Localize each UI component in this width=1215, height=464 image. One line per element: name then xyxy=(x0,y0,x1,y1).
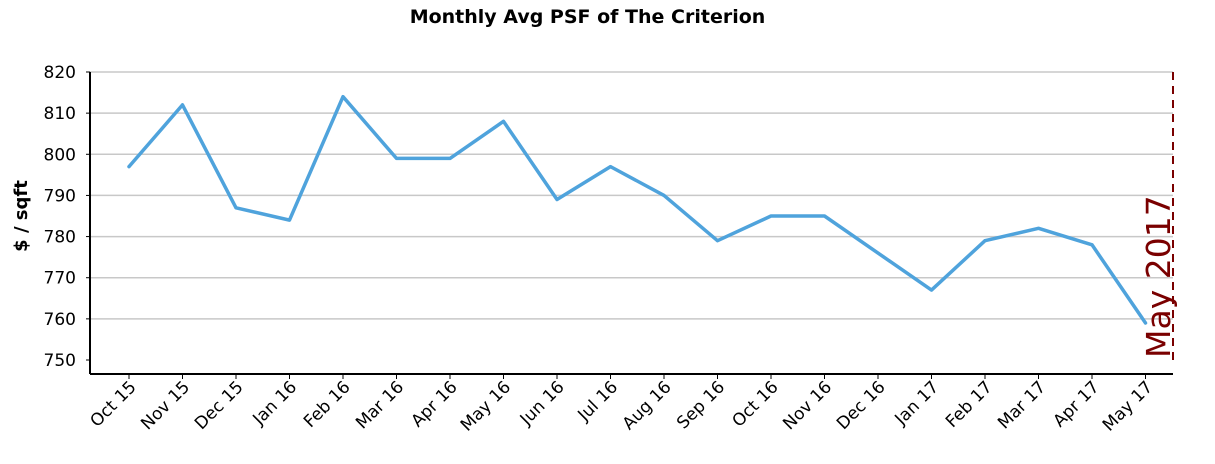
data-point xyxy=(1144,321,1147,325)
x-tick-label: Nov 16 xyxy=(779,377,836,434)
y-tick-label: 800 xyxy=(44,145,76,165)
data-point xyxy=(1037,226,1040,230)
data-point xyxy=(127,165,131,169)
x-tick-label: Jun 16 xyxy=(516,377,569,430)
x-tick-label: Feb 17 xyxy=(942,377,997,432)
gridlines xyxy=(90,71,1173,320)
data-point xyxy=(609,165,612,169)
y-tick-label: 780 xyxy=(44,228,76,248)
series xyxy=(127,94,1148,325)
x-tick-label: May 17 xyxy=(1099,377,1157,435)
data-point xyxy=(555,198,559,202)
chart-title: Monthly Avg PSF of The Criterion xyxy=(409,6,766,28)
x-tick-label: Jan 16 xyxy=(249,377,302,430)
y-tick-label: 750 xyxy=(44,351,76,371)
data-point xyxy=(502,119,505,123)
x-tick-label: Jul 16 xyxy=(574,377,622,425)
x-tick-label: Jan 17 xyxy=(891,377,944,430)
annotations: May 2017 xyxy=(1139,72,1178,360)
x-tick-label: Dec 15 xyxy=(191,377,248,434)
y-tick-label: 770 xyxy=(44,269,76,289)
data-point xyxy=(930,288,933,292)
x-tick-label: Sep 16 xyxy=(673,377,729,433)
y-tick-label: 810 xyxy=(44,104,76,124)
x-tick-label: Feb 16 xyxy=(300,377,355,432)
x-tick-label: Apr 17 xyxy=(1049,377,1103,431)
data-point xyxy=(181,103,184,107)
x-tick-label: Oct 15 xyxy=(86,377,140,431)
data-point xyxy=(769,214,773,218)
x-tick-label: Oct 16 xyxy=(728,377,782,431)
x-tick-label: Nov 15 xyxy=(137,377,194,434)
data-point xyxy=(341,95,345,99)
x-tick-label: Dec 16 xyxy=(833,377,890,434)
y-axis-title: $ / sqft xyxy=(11,180,32,252)
data-point xyxy=(448,156,452,160)
data-point xyxy=(983,239,987,243)
data-point xyxy=(1090,243,1094,247)
data-point xyxy=(662,193,666,197)
data-point xyxy=(876,251,880,255)
x-tick-label: Aug 16 xyxy=(619,377,676,434)
y-tick-label: 760 xyxy=(44,310,76,330)
x-tick-label: May 16 xyxy=(457,377,515,435)
x-tick-label: Mar 17 xyxy=(994,377,1050,433)
data-point xyxy=(395,156,398,160)
y-tick-label: 820 xyxy=(44,63,76,83)
data-point xyxy=(823,214,826,218)
series-line xyxy=(127,94,1148,325)
data-point xyxy=(288,218,291,222)
y-tick-label: 790 xyxy=(44,186,76,206)
marker-label: May 2017 xyxy=(1139,195,1178,358)
data-point xyxy=(716,239,719,243)
axes xyxy=(86,71,1173,379)
data-point xyxy=(234,206,238,210)
x-tick-label: Apr 16 xyxy=(407,377,461,431)
x-tick-label: Mar 16 xyxy=(352,377,408,433)
y-tick-labels: 750 760 770 780 790 800 810 820 xyxy=(44,63,76,371)
